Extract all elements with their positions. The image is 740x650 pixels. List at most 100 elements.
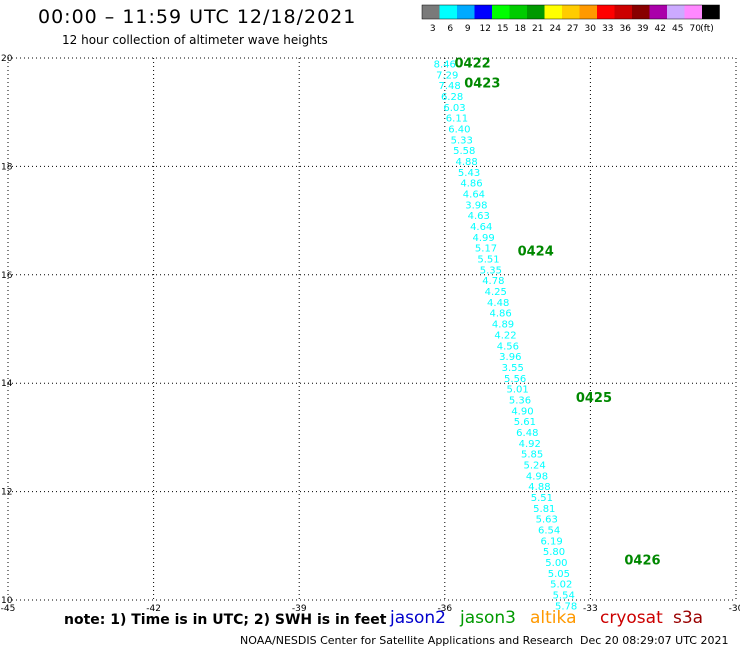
x-tick-label: -45 [1, 604, 16, 614]
wave-height-point: 5.85 [521, 450, 543, 461]
data-points: 8.467.297.486.286.036.116.405.335.584.88… [434, 59, 578, 612]
time-label: 0423 [464, 76, 500, 91]
colorbar-swatch [614, 5, 632, 19]
colorbar-swatch [439, 5, 457, 19]
colorbar-label: 33 [602, 24, 613, 34]
wave-height-point: 4.22 [494, 330, 516, 341]
wave-height-point: 4.25 [485, 287, 507, 298]
colorbar-swatch [422, 5, 440, 19]
wave-height-point: 6.11 [446, 114, 468, 125]
time-label: 0422 [455, 56, 491, 71]
time-labels: 0422 0423 0424 0425 0426 [455, 56, 661, 568]
legend-altika: altika [530, 608, 577, 628]
grid [7, 57, 737, 601]
y-tick-label: 12 [1, 488, 12, 498]
colorbar-label: 6 [447, 24, 453, 34]
colorbar-label: 36 [620, 24, 632, 34]
legend-cryosat: cryosat [600, 608, 663, 628]
wave-height-point: 4.99 [472, 233, 494, 244]
wave-height-point: 3.98 [465, 200, 487, 211]
wave-height-point: 4.90 [511, 406, 533, 417]
colorbar-swatch [474, 5, 492, 19]
colorbar-swatch [667, 5, 685, 19]
time-label: 0424 [518, 244, 554, 259]
colorbar-frame [421, 4, 720, 20]
wave-height-point: 5.56 [504, 374, 526, 385]
wave-height-point: 6.54 [538, 526, 560, 537]
colorbar-label: 30 [585, 24, 597, 34]
wave-height-point: 4.86 [460, 179, 482, 190]
x-tick-label: -30 [729, 604, 740, 614]
wave-height-point: 5.63 [536, 515, 558, 526]
colorbar-swatch [457, 5, 475, 19]
wave-height-point: 4.63 [468, 211, 490, 222]
colorbar-swatch [702, 5, 720, 19]
wave-height-point: 5.51 [477, 255, 499, 266]
wave-height-point: 5.00 [545, 558, 567, 569]
colorbar-label: 45 [672, 24, 683, 34]
colorbar-swatch [562, 5, 580, 19]
wave-height-point: 6.03 [443, 103, 465, 114]
chart-subtitle: 12 hour collection of altimeter wave hei… [62, 33, 328, 47]
wave-height-point: 5.51 [531, 493, 553, 504]
wave-height-point: 5.17 [475, 244, 497, 255]
colorbar-label: 9 [465, 24, 471, 34]
wave-height-point: 5.33 [451, 135, 473, 146]
colorbar-label: 70 [690, 24, 702, 34]
time-label: 0425 [576, 391, 612, 406]
y-tick-label: 20 [1, 54, 13, 64]
wave-height-point: 8.46 [434, 59, 456, 70]
wave-height-point: 6.40 [448, 124, 470, 135]
generated-timestamp: Dec 20 08:29:07 UTC 2021 [580, 634, 729, 647]
colorbar-label: 42 [655, 24, 666, 34]
chart-title: 00:00 – 11:59 UTC 12/18/2021 [38, 6, 357, 28]
wave-height-point: 4.64 [470, 222, 492, 233]
colorbar-swatch [509, 5, 527, 19]
y-tick-label: 18 [1, 162, 13, 172]
colorbar-unit: (ft) [700, 24, 714, 34]
colorbar-swatch [684, 5, 702, 19]
wave-height-point: 4.86 [489, 309, 511, 320]
wave-height-point: 4.88 [528, 482, 550, 493]
colorbar-label: 21 [532, 24, 543, 34]
wave-height-point: 5.02 [550, 580, 572, 591]
y-tick-label: 10 [1, 596, 13, 606]
colorbar-swatch [597, 5, 615, 19]
colorbar-label: 24 [550, 24, 562, 34]
wave-height-point: 5.36 [509, 395, 531, 406]
colorbar-label: 18 [515, 24, 527, 34]
wave-height-point: 4.92 [519, 439, 541, 450]
wave-height-point: 5.78 [555, 601, 577, 612]
colorbar-label: 12 [480, 24, 491, 34]
wave-height-point: 7.48 [439, 81, 461, 92]
wave-height-point: 3.96 [499, 352, 521, 363]
colorbar-label: 27 [567, 24, 578, 34]
wave-height-point: 5.24 [523, 461, 545, 472]
colorbar: 3 6 9 12 15 18 21 24 27 30 33 36 39 42 45 70 (ft) [421, 4, 720, 34]
wave-height-point: 4.56 [497, 341, 519, 352]
colorbar-label: 39 [637, 24, 649, 34]
wave-height-point: 6.19 [540, 536, 562, 547]
x-tick-label: -36 [437, 604, 452, 614]
colorbar-swatch [544, 5, 562, 19]
colorbar-swatch [527, 5, 545, 19]
wave-height-point: 4.48 [487, 298, 509, 309]
colorbar-swatch [632, 5, 650, 19]
colorbar-label: 15 [497, 24, 508, 34]
axis-ticks: -45 -42 -39 -36 -33 -30 20 18 16 14 12 10 [1, 54, 740, 614]
y-tick-label: 14 [1, 379, 13, 389]
x-tick-label: -33 [583, 604, 598, 614]
time-label: 0426 [624, 553, 660, 568]
x-tick-label: -42 [146, 604, 161, 614]
wave-height-point: 6.48 [516, 428, 538, 439]
wave-height-point: 5.35 [480, 265, 502, 276]
legend-jason3: jason3 [460, 608, 516, 628]
wave-height-point: 5.61 [514, 417, 536, 428]
colorbar-swatch [649, 5, 667, 19]
x-tick-label: -39 [292, 604, 307, 614]
wave-height-point: 4.89 [492, 320, 514, 331]
footer-note: note: 1) Time is in UTC; 2) SWH is in fe… [64, 612, 387, 628]
wave-height-point: 6.28 [441, 92, 463, 103]
